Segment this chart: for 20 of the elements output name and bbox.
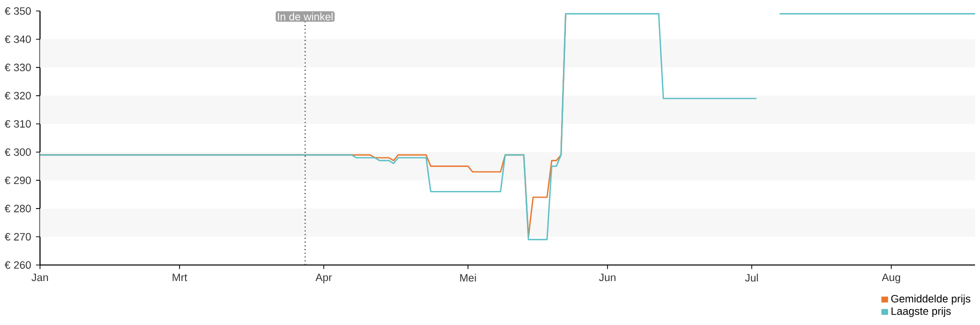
x-tick-label: Aug bbox=[882, 274, 900, 284]
y-tick-label: € 280 bbox=[4, 204, 31, 212]
y-tick-label: € 310 bbox=[4, 120, 31, 128]
x-tick-label: Jan bbox=[32, 274, 48, 282]
x-tick-label: Apr bbox=[315, 274, 332, 284]
x-tick-label: Mei bbox=[460, 274, 476, 282]
y-tick-label: € 330 bbox=[4, 64, 31, 72]
y-tick-label: € 290 bbox=[4, 176, 31, 184]
x-tick-label: Jul bbox=[745, 274, 758, 282]
x-tick-label: Mrt bbox=[172, 274, 188, 282]
y-tick-label: € 350 bbox=[4, 7, 31, 15]
legend-label: Gemiddelde prijs bbox=[891, 294, 970, 305]
ref-line-label: In de winkel bbox=[278, 12, 333, 20]
y-tick-label: € 260 bbox=[4, 261, 31, 269]
y-tick-label: € 300 bbox=[4, 148, 31, 156]
x-tick-label: Jun bbox=[599, 274, 616, 282]
y-tick-label: € 270 bbox=[4, 233, 31, 241]
y-tick-label: € 320 bbox=[4, 92, 31, 100]
y-tick-label: € 340 bbox=[4, 35, 31, 44]
legend-label: Laagste prijs bbox=[892, 307, 951, 318]
